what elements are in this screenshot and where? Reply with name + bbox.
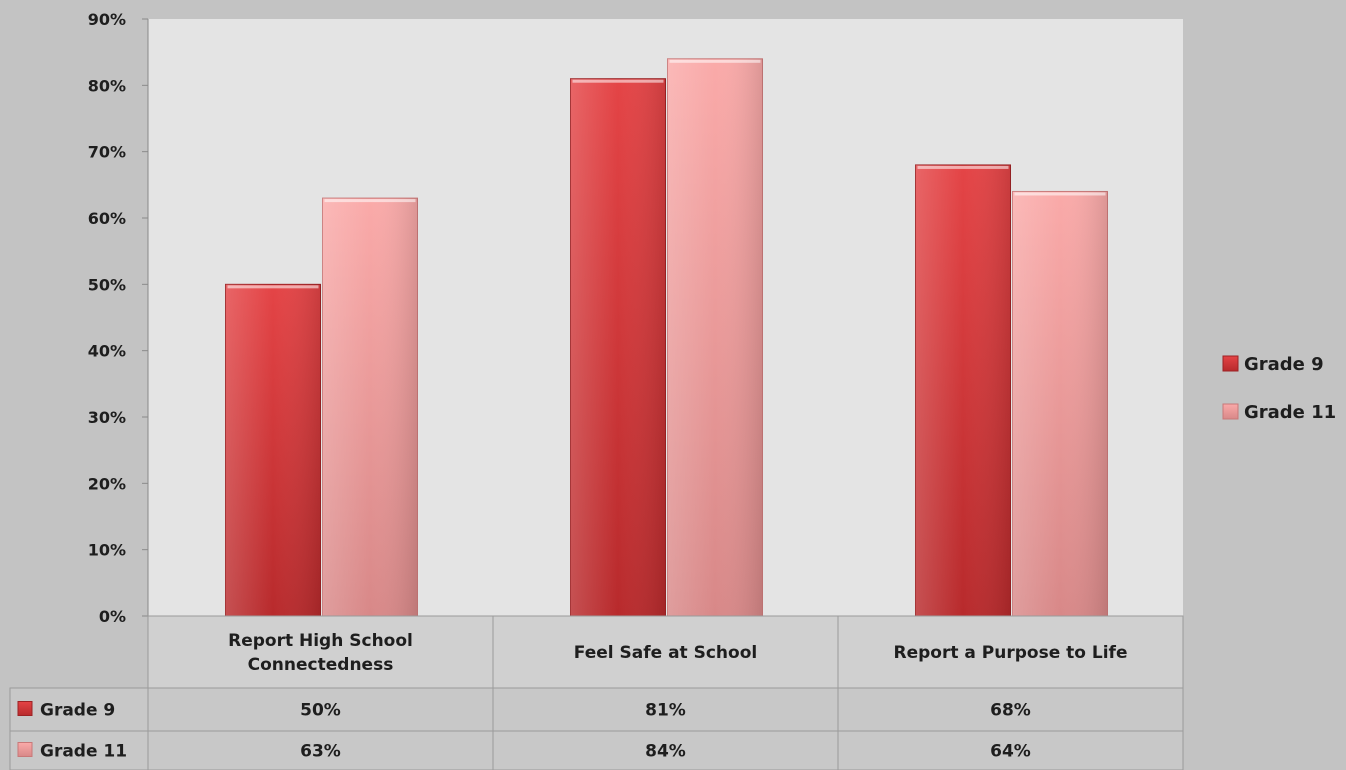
table-series-key (17, 742, 33, 757)
table-series-name: Grade 11 (40, 742, 127, 762)
bar-highlight (572, 79, 664, 83)
y-tick-label: 80% (88, 76, 126, 95)
y-tick-label: 40% (88, 342, 126, 361)
table-cell-value: 84% (645, 742, 686, 762)
category-label: Report High School (228, 631, 413, 651)
y-tick-label: 10% (88, 541, 126, 560)
table-cell-value: 68% (990, 701, 1031, 721)
table-cell-value: 81% (645, 701, 686, 721)
bar-shading (667, 58, 763, 617)
legend-swatch (1222, 403, 1239, 420)
y-tick-label: 0% (99, 607, 126, 626)
bar-shading (1012, 191, 1108, 616)
table-row (9, 687, 1184, 732)
data-table: Report High School Connectedness Feel Safe… (9, 615, 1184, 770)
legend-label: Grade 9 (1244, 354, 1324, 375)
table-series-name: Grade 9 (40, 701, 115, 721)
bar-highlight (324, 199, 416, 203)
bar-highlight (1014, 192, 1106, 196)
y-tick-label: 30% (88, 408, 126, 427)
y-tick-label: 60% (88, 209, 126, 228)
bar-shading (915, 164, 1011, 616)
table-cell-value: 50% (300, 701, 341, 721)
table-header-row (147, 615, 1184, 689)
bar-highlight (669, 59, 761, 63)
category-label: Feel Safe at School (574, 643, 757, 663)
bar-highlight (227, 285, 319, 289)
bar-group (225, 58, 1108, 617)
bar-shading (322, 198, 418, 616)
bar-shading (570, 78, 666, 616)
y-tick-label: 90% (88, 10, 126, 29)
y-tick-label: 50% (88, 275, 126, 294)
legend: Grade 9 Grade 11 (1222, 354, 1336, 423)
table-row (9, 730, 1184, 770)
legend-label: Grade 11 (1244, 402, 1336, 423)
bar-shading (225, 284, 321, 616)
category-label: Report a Purpose to Life (894, 643, 1128, 663)
y-tick-label: 70% (88, 143, 126, 162)
table-series-key (17, 701, 33, 716)
bar-highlight (917, 165, 1009, 169)
table-cell-value: 63% (300, 742, 341, 762)
y-tick-label: 20% (88, 474, 126, 493)
y-axis-ticks: 0% 10% 20% 30% 40% 50% 60% 70% 80% 90% (88, 10, 148, 626)
legend-swatch (1222, 355, 1239, 372)
category-label: Connectedness (248, 655, 394, 675)
table-cell-value: 64% (990, 742, 1031, 762)
